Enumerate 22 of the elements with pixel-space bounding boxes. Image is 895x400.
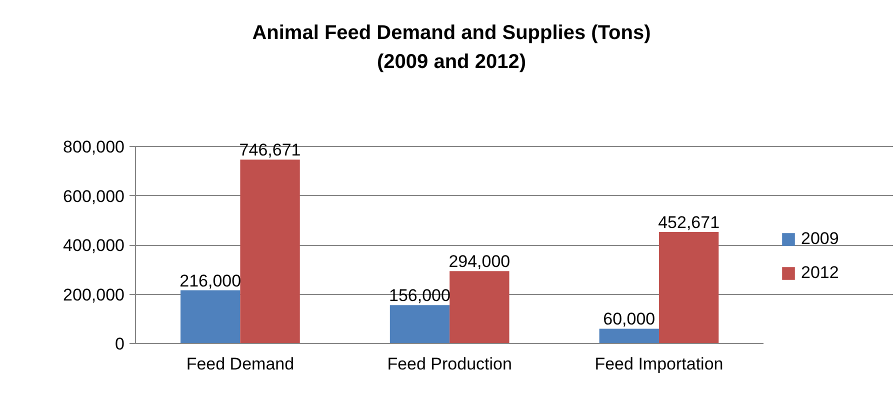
x-tick-label: Feed Production <box>387 354 512 374</box>
data-label: 294,000 <box>448 252 510 272</box>
y-tick-label: 0 <box>115 334 125 354</box>
data-label: 216,000 <box>180 271 242 290</box>
chart-title: Animal Feed Demand and Supplies (Tons) (2009 and 2012) <box>251 21 652 75</box>
data-label: 746,671 <box>239 140 301 160</box>
bar <box>599 328 659 344</box>
bar <box>180 290 240 344</box>
legend-label: 2009 <box>801 229 839 249</box>
y-tick-label: 400,000 <box>63 236 124 255</box>
y-tick-label: 600,000 <box>63 186 124 206</box>
bar <box>450 271 510 344</box>
x-tick-label: Feed Demand <box>186 354 294 374</box>
y-tick-label: 800,000 <box>63 138 124 156</box>
legend-label: 2012 <box>801 263 839 283</box>
y-tick-label: 200,000 <box>63 285 124 304</box>
data-label: 452,671 <box>658 213 720 232</box>
bar <box>240 160 300 344</box>
data-label: 60,000 <box>603 310 656 329</box>
x-tick-label: Feed Importation <box>594 354 724 374</box>
bar <box>390 305 450 344</box>
bar <box>658 232 719 344</box>
